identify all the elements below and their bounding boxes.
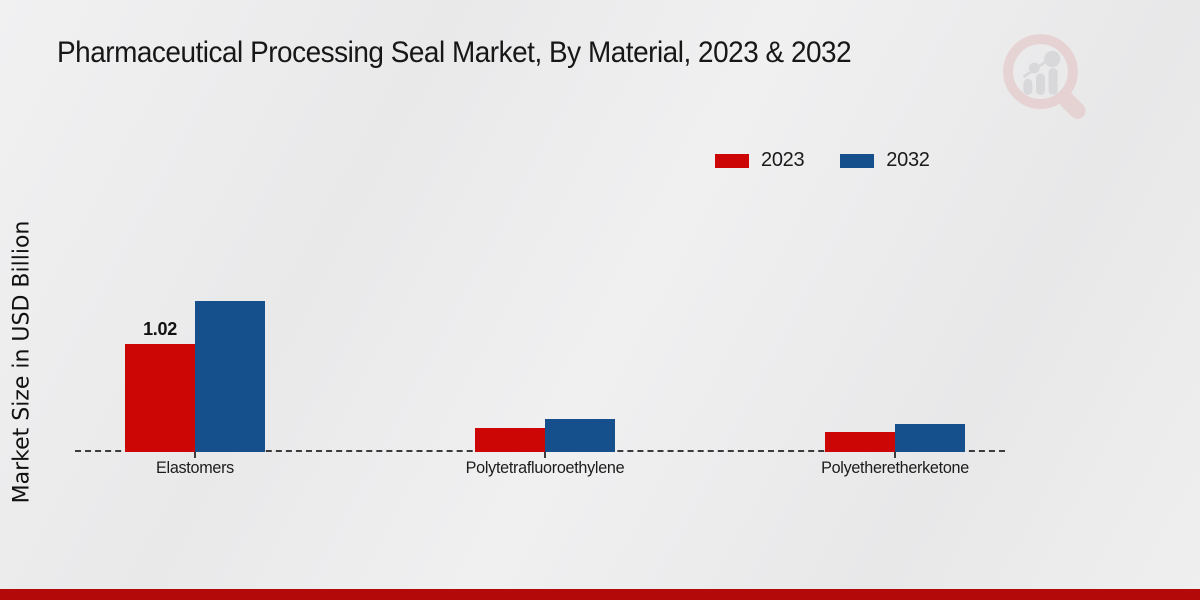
x-axis-category-label: Polytetrafluoroethylene bbox=[465, 458, 625, 477]
bottom-accent-band bbox=[0, 589, 1200, 600]
magnifier-bar-chart-logo-icon bbox=[1003, 34, 1086, 119]
bar-2032-elastomers bbox=[195, 301, 265, 452]
legend-swatch-2032 bbox=[840, 153, 875, 168]
x-axis-tick bbox=[194, 452, 196, 458]
x-axis-tick bbox=[894, 452, 896, 458]
legend-label-2023: 2023 bbox=[761, 149, 805, 171]
legend-item-2032: 2032 bbox=[840, 149, 930, 172]
legend-item-2023: 2023 bbox=[715, 149, 805, 172]
legend-swatch-2023 bbox=[715, 153, 749, 168]
bar-2023-elastomers bbox=[125, 344, 195, 452]
bar-2023-polyetheretherketone bbox=[825, 432, 895, 452]
x-axis-category-label: Polyetheretherketone bbox=[821, 458, 969, 477]
bar-value-label: 1.02 bbox=[143, 319, 177, 339]
bar-2032-polyetheretherketone bbox=[895, 424, 965, 452]
legend-label-2032: 2032 bbox=[886, 149, 930, 171]
chart-title: Pharmaceutical Processing Seal Market, B… bbox=[57, 36, 852, 69]
bar-2032-polytetrafluoroethylene bbox=[545, 419, 615, 452]
x-axis-tick bbox=[544, 452, 546, 458]
bar-2023-polytetrafluoroethylene bbox=[475, 428, 545, 452]
x-axis-category-label: Elastomers bbox=[156, 458, 234, 477]
legend: 2023 2032 bbox=[715, 149, 930, 172]
